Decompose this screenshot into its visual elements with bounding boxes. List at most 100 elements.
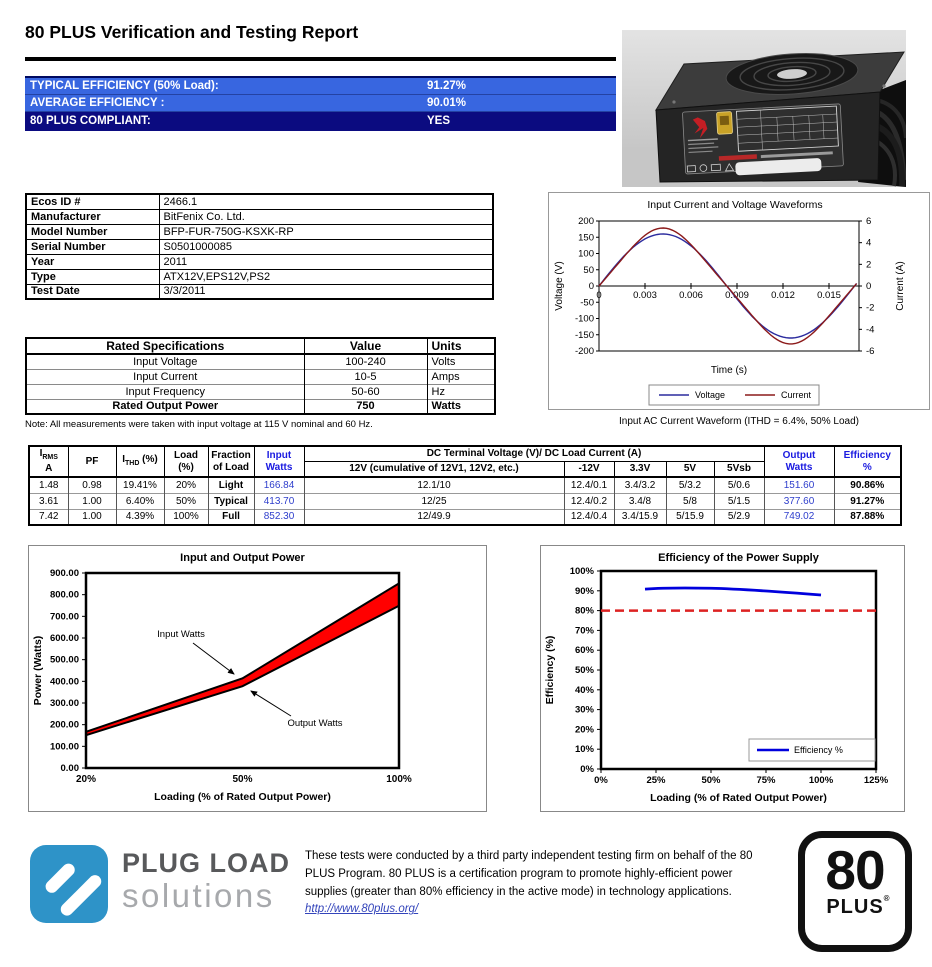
svg-text:-200: -200	[575, 346, 594, 357]
psu-photo	[622, 30, 906, 187]
svg-text:50%: 50%	[575, 665, 595, 676]
svg-text:0.015: 0.015	[817, 290, 841, 301]
table-row: Model Number BFP-FUR-750G-KSXK-RP	[25, 223, 494, 240]
summary-label: 80 PLUS COMPLIANT:	[30, 115, 151, 127]
svg-text:Input Watts: Input Watts	[157, 629, 205, 640]
svg-text:40%: 40%	[575, 685, 595, 696]
svg-text:700.00: 700.00	[50, 611, 79, 622]
spec-header: Units	[426, 337, 496, 355]
header-5v: 5V	[665, 461, 715, 478]
80plus-badge: 80 PLUS ®	[798, 831, 912, 952]
badge-80-text: 80	[825, 839, 885, 901]
summary-label: TYPICAL EFFICIENCY (50% Load):	[30, 80, 219, 92]
info-label: Model Number	[25, 223, 160, 240]
svg-text:0: 0	[866, 281, 871, 292]
svg-text:10%: 10%	[575, 744, 595, 755]
efficiency-chart-panel: Efficiency of the Power Supply 0% 10% 20% 30…	[540, 545, 905, 812]
plug-load-solutions-logo: PLUG LOAD solutions	[30, 845, 290, 923]
svg-text:-100: -100	[575, 314, 594, 325]
svg-text:600.00: 600.00	[50, 633, 79, 644]
plug-load-logo-icon	[30, 845, 108, 923]
header-output-watts: Output Watts	[763, 445, 835, 478]
header-input-watts: Input Watts	[253, 445, 305, 478]
header-5vsb: 5Vsb	[713, 461, 765, 478]
psu-white-sticker	[735, 158, 822, 176]
svg-text:100%: 100%	[570, 566, 595, 577]
footer-disclaimer: These tests were conducted by a third pa…	[305, 848, 765, 919]
header-load: Load (%)	[163, 445, 209, 478]
measurement-note: Note: All measurements were taken with i…	[25, 419, 373, 430]
psu-spec-grid	[735, 105, 839, 152]
svg-text:50%: 50%	[701, 775, 721, 786]
info-value: BFP-FUR-750G-KSXK-RP	[158, 223, 494, 240]
svg-text:-50: -50	[580, 297, 594, 308]
svg-text:900.00: 900.00	[50, 568, 79, 579]
logo-text-plug-load: PLUG LOAD	[122, 848, 290, 878]
svg-text:Current: Current	[781, 390, 812, 400]
svg-text:500.00: 500.00	[50, 655, 79, 666]
svg-text:Voltage: Voltage	[695, 390, 725, 400]
header-12v: 12V (cumulative of 12V1, 12V2, etc.)	[303, 461, 565, 478]
psu-label	[682, 103, 844, 176]
svg-text:100%: 100%	[386, 774, 412, 785]
svg-text:-150: -150	[575, 330, 594, 341]
summary-value: 91.27%	[427, 80, 467, 92]
summary-row-compliant: 80 PLUS COMPLIANT: YES	[25, 112, 616, 131]
spec-header: Value	[303, 337, 428, 355]
svg-text:80%: 80%	[575, 606, 595, 617]
svg-text:0%: 0%	[580, 764, 594, 775]
svg-text:20%: 20%	[575, 724, 595, 735]
power-chart-panel: Input and Output Power 0.00 100.00 200.00 30…	[28, 545, 487, 812]
svg-text:Efficiency of the Power Supply: Efficiency of the Power Supply	[658, 552, 820, 564]
svg-text:0.009: 0.009	[725, 290, 749, 301]
svg-text:300.00: 300.00	[50, 698, 79, 709]
efficiency-chart: Efficiency of the Power Supply 0% 10% 20% 30…	[544, 552, 889, 804]
header-efficiency: Efficiency%	[833, 445, 902, 478]
svg-text:Input and Output Power: Input and Output Power	[180, 552, 305, 564]
info-label: Serial Number	[25, 238, 160, 255]
svg-text:Loading (% of Rated Output Pow: Loading (% of Rated Output Power)	[154, 791, 331, 803]
svg-text:Loading (% of Rated Output Pow: Loading (% of Rated Output Power)	[650, 792, 827, 804]
info-label: Manufacturer	[25, 208, 160, 225]
summary-value: 90.01%	[427, 97, 467, 109]
svg-text:200.00: 200.00	[50, 720, 79, 731]
summary-row-typical: TYPICAL EFFICIENCY (50% Load): 91.27%	[25, 78, 616, 95]
table-row: Type ATX12V,EPS12V,PS2	[25, 268, 494, 285]
header-ithd: ITHD (%)	[115, 445, 165, 478]
summary-label: AVERAGE EFFICIENCY :	[30, 97, 165, 109]
svg-text:Efficiency (%): Efficiency (%)	[544, 636, 556, 705]
table-row: Serial Number S0501000085	[25, 238, 494, 255]
info-value: 3/3/2011	[158, 283, 494, 300]
table-row: Ecos ID #2466.1	[25, 193, 494, 210]
svg-text:-4: -4	[866, 324, 874, 335]
table-row: Input Current 10-5 Amps	[25, 368, 496, 384]
power-chart: Input and Output Power 0.00 100.00 200.00 30…	[32, 552, 412, 803]
table-subheader-row: 12V (cumulative of 12V1, 12V2, etc.) -12…	[29, 461, 901, 478]
svg-text:400.00: 400.00	[50, 676, 79, 687]
info-value: 2466.1	[158, 193, 494, 210]
header-pf: PF	[67, 445, 117, 478]
svg-text:125%: 125%	[864, 775, 889, 786]
info-label: Ecos ID #	[25, 193, 160, 210]
svg-text:Input Current and Voltage Wave: Input Current and Voltage Waveforms	[647, 199, 822, 211]
svg-text:150: 150	[578, 232, 594, 243]
svg-text:Voltage (V): Voltage (V)	[554, 261, 565, 310]
header-irms: IRMS A	[28, 445, 69, 478]
efficiency-summary-table: TYPICAL EFFICIENCY (50% Load): 91.27% AV…	[25, 76, 616, 131]
waveform-chart-panel: Input Current and Voltage Waveforms 200 15…	[548, 192, 930, 410]
info-label: Test Date	[25, 283, 160, 300]
svg-text:Time (s): Time (s)	[711, 365, 747, 376]
svg-text:-6: -6	[866, 346, 874, 357]
table-header-row: Rated Specifications Value Units	[25, 337, 496, 355]
svg-text:0: 0	[589, 281, 594, 292]
80plus-link[interactable]: http://www.80plus.org/	[305, 903, 419, 916]
svg-text:-2: -2	[866, 303, 874, 314]
header-fraction: Fraction of Load	[207, 445, 255, 478]
svg-text:Current (A): Current (A)	[895, 261, 906, 310]
svg-text:6: 6	[866, 216, 871, 227]
waveform-chart: Input Current and Voltage Waveforms 200 15…	[554, 199, 906, 406]
svg-text:200: 200	[578, 216, 594, 227]
svg-text:30%: 30%	[575, 705, 595, 716]
logo-text-solutions: solutions	[122, 876, 275, 914]
rated-specifications-table: Rated Specifications Value Units Input V…	[25, 337, 496, 415]
